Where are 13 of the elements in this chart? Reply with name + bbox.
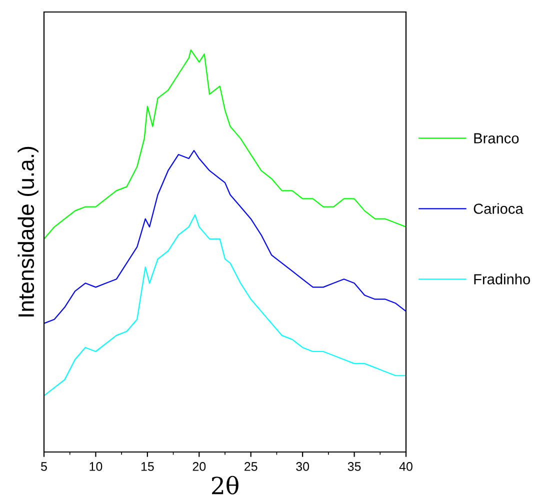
x-tick-label: 5 xyxy=(41,462,47,471)
x-tick-label: 30 xyxy=(296,462,310,471)
x-tick-label: 40 xyxy=(399,462,412,471)
x-tick-label: 35 xyxy=(348,462,361,471)
x-tick-label: 10 xyxy=(90,462,102,471)
legend-label: Carioca xyxy=(474,203,524,214)
legend-label: Branco xyxy=(474,133,519,144)
x-tick-label: 20 xyxy=(192,462,206,471)
x-tick-label: 25 xyxy=(244,462,258,471)
x-tick-label: 15 xyxy=(141,462,154,471)
y-axis-title: Intensidade (u.a.) xyxy=(18,146,38,316)
x-axis-title: 2θ xyxy=(212,476,238,494)
legend-label: Fradinho xyxy=(474,274,530,284)
